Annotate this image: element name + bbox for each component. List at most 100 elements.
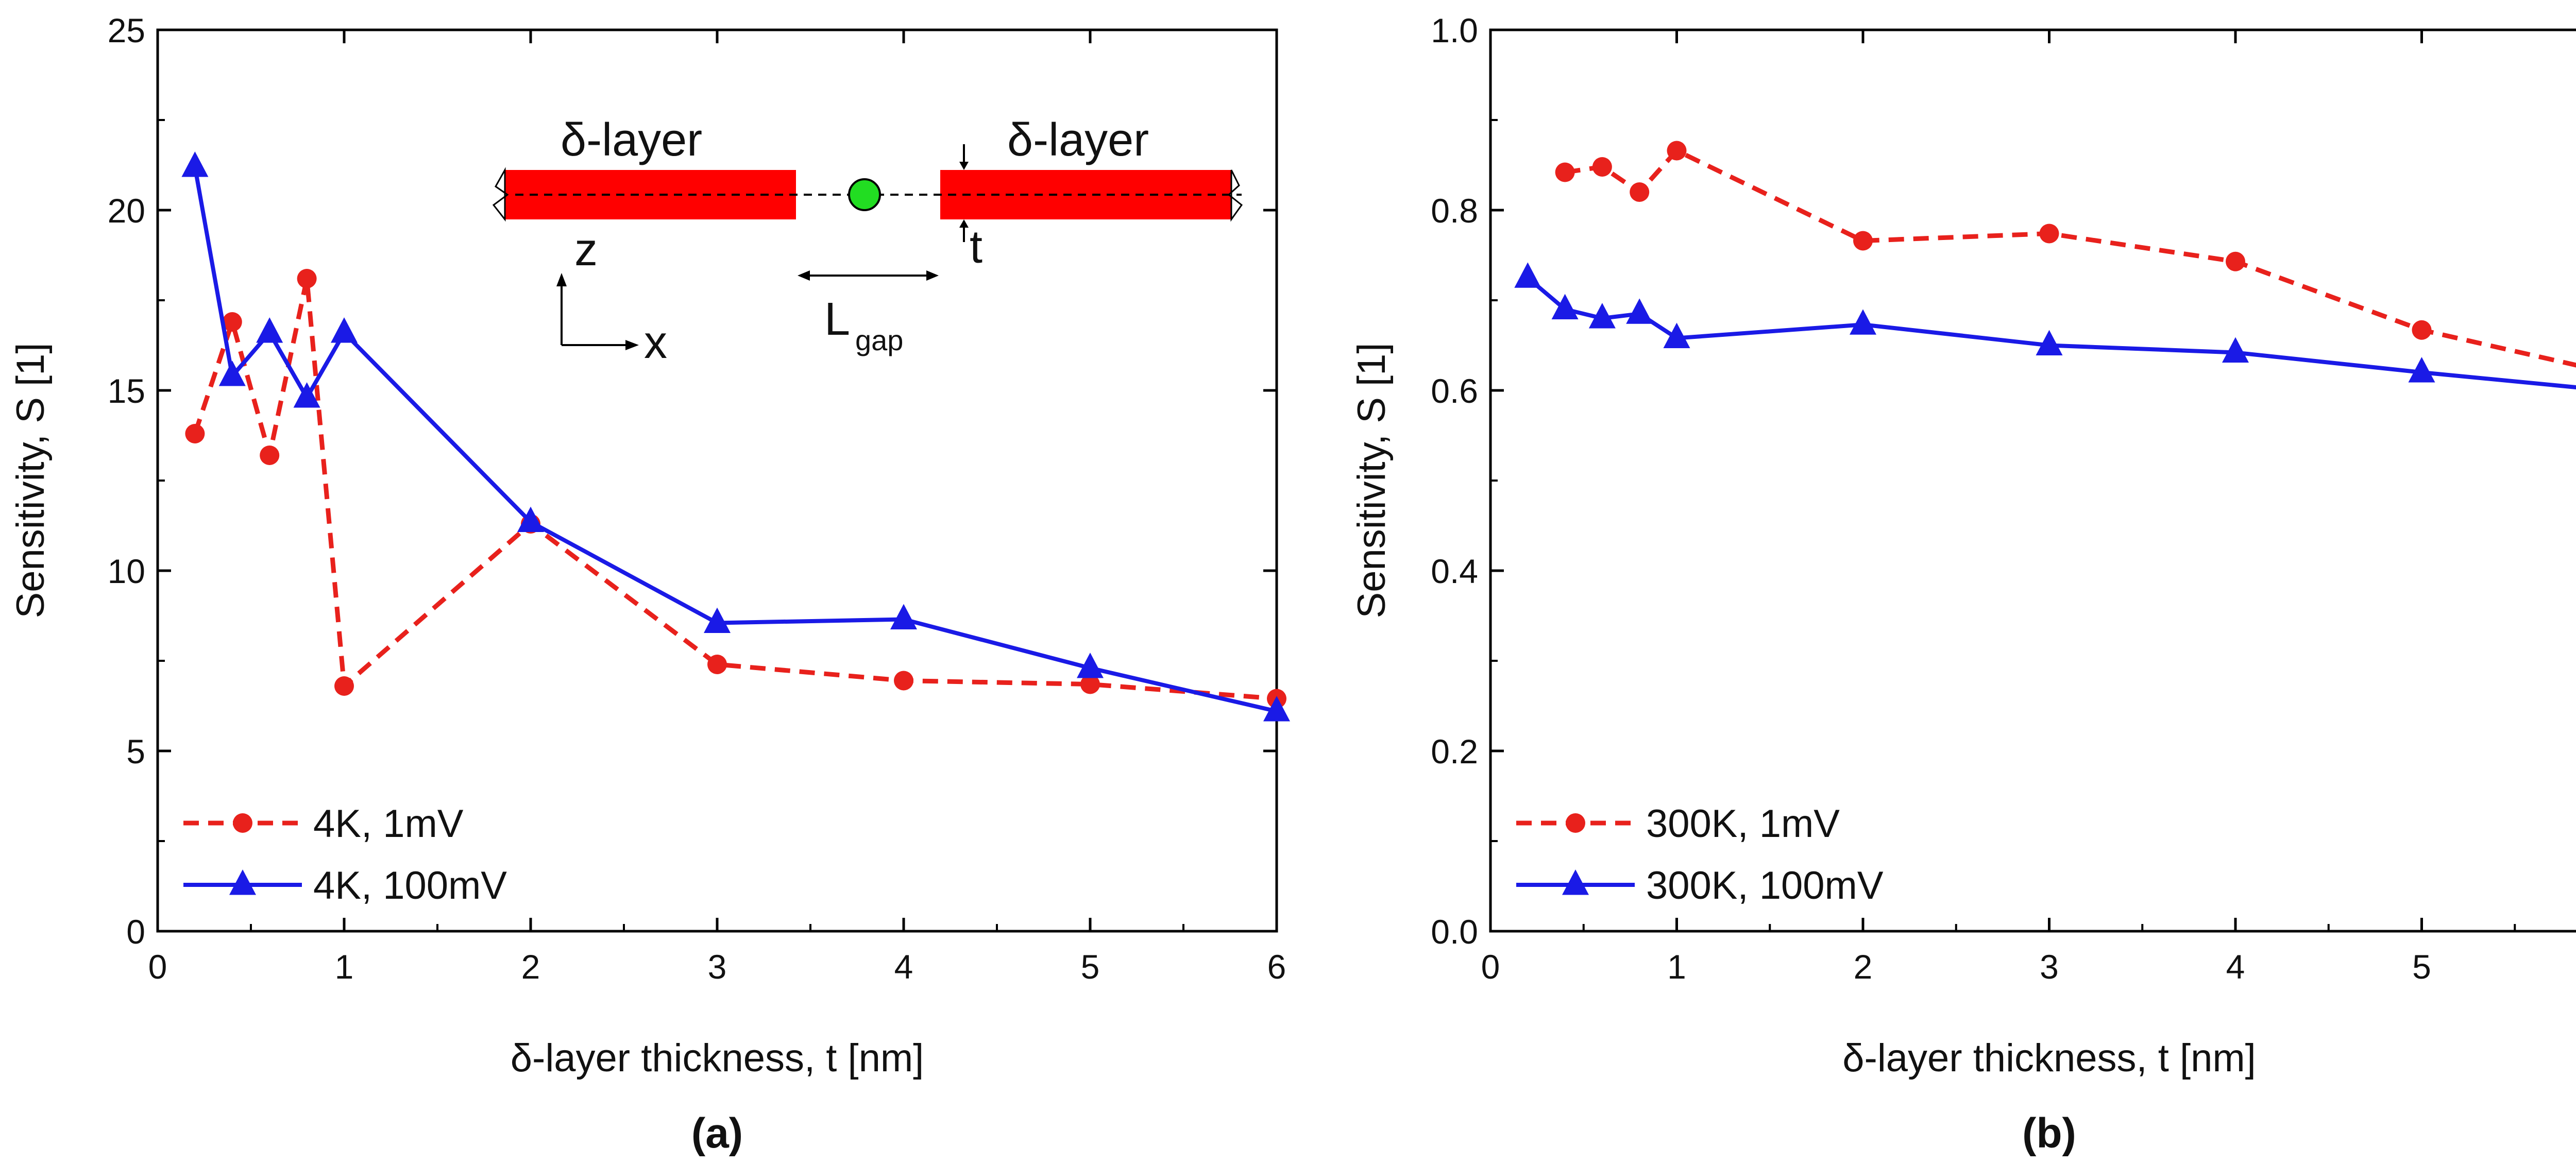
panel-a-data-point xyxy=(222,312,242,332)
panel-a-data-point xyxy=(334,676,354,696)
panel-a-data-point xyxy=(185,424,205,443)
panel-a-data-point xyxy=(707,655,727,674)
inset-z-arrowhead xyxy=(556,273,567,286)
panel-b-data-point xyxy=(1514,262,1541,288)
panel-a-y-tick-label: 5 xyxy=(126,732,145,771)
panel-b-data-point xyxy=(1850,309,1876,335)
panel-b-data-point xyxy=(1663,322,1690,348)
panel-b-x-tick-label: 2 xyxy=(1854,948,1873,986)
panel-b-series-1 xyxy=(1555,141,2576,368)
inset-left-label: δ-layer xyxy=(561,114,702,166)
inset-right-break xyxy=(1227,169,1243,222)
panel-b-data-point xyxy=(1592,157,1612,177)
panel-a-x-tick-label: 1 xyxy=(335,948,354,986)
panel-b-data-point xyxy=(2039,224,2059,244)
panel-b-data-point xyxy=(1626,298,1653,324)
panel-a-data-point xyxy=(297,269,317,288)
panel-a-data-point xyxy=(293,382,320,408)
panel-a-data-point xyxy=(181,151,209,177)
panel-a-x-axis-title: δ-layer thickness, t [nm] xyxy=(511,1036,924,1080)
panel-b-y-tick-label: 0.8 xyxy=(1431,192,1478,230)
panel-b-data-point xyxy=(2222,337,2249,363)
panel-a-legend-marker xyxy=(233,813,252,833)
inset-left-break xyxy=(492,167,509,222)
panel-a-legend-marker xyxy=(229,869,256,895)
panel-b-data-point xyxy=(1667,141,1687,161)
panel-b-data-point xyxy=(2412,320,2432,340)
inset-gap-arrowhead-right xyxy=(926,270,939,281)
inset-gap-subscript: gap xyxy=(855,324,903,356)
inset-schematic: δ-layer δ-layer t L gap zx xyxy=(492,114,1243,368)
panel-b-series-line xyxy=(1526,276,2576,390)
panel-b-panel-label: (b) xyxy=(2022,1110,2076,1157)
panel-a-y-tick-label: 15 xyxy=(108,372,145,410)
panel-b-y-tick-label: 0.6 xyxy=(1431,372,1478,410)
panel-b-series-line xyxy=(1564,148,2576,368)
inset-gap-arrowhead-left xyxy=(798,270,810,281)
panel-a-legend-label: 4K, 100mV xyxy=(313,864,507,908)
panel-a-data-point xyxy=(517,506,544,532)
panel-a-series-1 xyxy=(185,269,1286,709)
inset-right-label: δ-layer xyxy=(1007,114,1149,166)
panel-b-data-point xyxy=(1551,294,1579,319)
inset-t-arrowhead-top xyxy=(959,162,969,170)
inset-t-arrowhead-bottom xyxy=(959,219,969,228)
panel-b-y-tick-label: 0.4 xyxy=(1431,552,1478,590)
panel-b-data-point xyxy=(1630,182,1650,202)
panel-a-data-point xyxy=(1080,674,1100,694)
panel-a-data-point xyxy=(704,607,731,633)
panel-a-y-axis-title: Sensitivity, S [1] xyxy=(9,343,53,618)
panel-b-series-2 xyxy=(1514,262,2576,390)
panel-a-y-tick-label: 10 xyxy=(108,552,145,590)
panel-b-data-point xyxy=(2408,357,2435,383)
panel-a-data-point xyxy=(331,317,358,343)
panel-b-plot-frame xyxy=(1489,28,2576,933)
panel-a-legend-label: 4K, 1mV xyxy=(313,802,464,846)
panel-a-series-2 xyxy=(181,151,1290,722)
panel-a-x-tick-label: 2 xyxy=(521,948,540,986)
panel-a-data-point xyxy=(256,317,283,343)
panel-a-y-tick-label: 20 xyxy=(108,192,145,230)
panel-a-data-point xyxy=(890,604,917,629)
panel-a-data-point xyxy=(1077,653,1104,678)
panel-a-x-tick-label: 4 xyxy=(894,948,913,986)
inset-t-label: t xyxy=(970,221,982,273)
panel-b-x-tick-label: 1 xyxy=(1667,948,1686,986)
panel-a-data-point xyxy=(218,361,246,386)
panel-b-legend-label: 300K, 100mV xyxy=(1646,864,1884,908)
inset-x-arrowhead xyxy=(625,340,639,350)
panel-a-y-tick-label: 0 xyxy=(126,913,145,951)
panel-b-data-point xyxy=(1555,162,1575,182)
panel-b-y-tick-label: 0.2 xyxy=(1431,732,1478,771)
panel-a-data-point xyxy=(260,446,280,465)
panel-b-data-point xyxy=(1853,231,1873,251)
panel-b-y-tick-label: 0.0 xyxy=(1431,913,1478,951)
panel-b-legend-label: 300K, 1mV xyxy=(1646,802,1840,846)
panel-b-legend-marker xyxy=(1566,813,1585,833)
panel-a-x-tick-label: 3 xyxy=(708,948,727,986)
panel-b-x-tick-label: 0 xyxy=(1481,948,1500,986)
panel-a-data-point xyxy=(894,671,913,691)
panel-b-data-point xyxy=(2226,251,2245,271)
panel-b-x-tick-label: 5 xyxy=(2412,948,2431,986)
panel-b-x-tick-label: 3 xyxy=(2040,948,2059,986)
panel-b-data-point xyxy=(1588,303,1616,329)
panel-a-x-tick-label: 0 xyxy=(148,948,167,986)
panel-b-data-point xyxy=(2036,330,2063,355)
panel-a-series-line xyxy=(193,166,1277,713)
panel-b-y-axis-title: Sensitivity, S [1] xyxy=(1350,343,1394,618)
panel-a-panel-label: (a) xyxy=(691,1110,743,1157)
panel-a-x-tick-label: 6 xyxy=(1267,948,1286,986)
inset-z-label: z xyxy=(574,224,598,276)
panel-a-x-tick-label: 5 xyxy=(1081,948,1100,986)
panel-a-y-tick-label: 25 xyxy=(108,11,145,49)
inset-x-label: x xyxy=(644,317,667,368)
panel-a-series-line xyxy=(193,276,1277,701)
inset-dot xyxy=(848,178,881,211)
panel-a-chart: 0 1 2 3 4 5 6 0 5 10 15 20 25 δ-layer thickness, t [n… xyxy=(9,11,1290,1157)
panel-b-y-tick-label: 1.0 xyxy=(1431,11,1478,49)
panel-b-legend-marker xyxy=(1562,869,1589,895)
panel-b-x-tick-label: 4 xyxy=(2226,948,2245,986)
